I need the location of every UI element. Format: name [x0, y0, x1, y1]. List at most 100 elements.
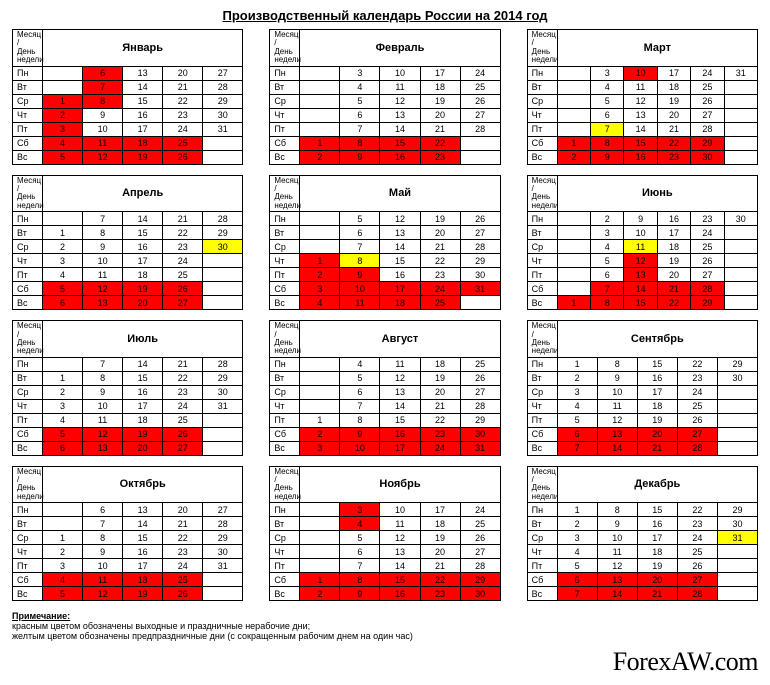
day-cell: 3	[591, 226, 624, 240]
day-cell: 19	[123, 587, 163, 601]
day-cell: 28	[677, 587, 717, 601]
day-cell: 16	[380, 150, 420, 164]
month-Июль: Месяц /ДеньнеделиИюльПн7142128Вт18152229…	[12, 320, 243, 456]
day-cell: 1	[300, 254, 340, 268]
day-cell: 16	[380, 268, 420, 282]
day-cell: 14	[123, 212, 163, 226]
weekday-label: Сб	[13, 427, 43, 441]
weekday-label: Вс	[270, 587, 300, 601]
day-cell: 9	[83, 545, 123, 559]
day-cell: 10	[380, 66, 420, 80]
weekday-label: Чт	[527, 254, 557, 268]
weekday-label: Вс	[527, 441, 557, 455]
day-cell: 22	[677, 357, 717, 371]
day-cell: 17	[380, 441, 420, 455]
day-cell: 30	[460, 587, 500, 601]
weekday-label: Вс	[527, 150, 557, 164]
day-cell: 15	[123, 531, 163, 545]
day-cell: 7	[591, 122, 624, 136]
day-cell: 24	[163, 254, 203, 268]
day-cell	[300, 80, 340, 94]
day-cell: 9	[83, 240, 123, 254]
day-cell: 17	[657, 226, 690, 240]
note-line-1: красным цветом обозначены выходные и пра…	[12, 621, 758, 631]
day-cell: 3	[340, 66, 380, 80]
day-cell: 28	[691, 122, 724, 136]
weekday-label: Пт	[270, 413, 300, 427]
day-cell	[717, 385, 757, 399]
day-cell	[717, 559, 757, 573]
day-cell: 17	[637, 531, 677, 545]
day-cell: 19	[420, 371, 460, 385]
weekday-label: Вт	[527, 80, 557, 94]
day-cell: 31	[717, 531, 757, 545]
weekday-label: Пн	[13, 357, 43, 371]
day-cell: 7	[340, 240, 380, 254]
weekday-label: Вс	[13, 441, 43, 455]
day-cell: 8	[83, 226, 123, 240]
day-cell: 2	[557, 371, 597, 385]
weekday-label: Ср	[13, 94, 43, 108]
day-cell: 2	[300, 268, 340, 282]
day-cell: 7	[83, 80, 123, 94]
day-cell: 11	[624, 240, 657, 254]
day-cell: 27	[691, 108, 724, 122]
day-cell: 12	[597, 559, 637, 573]
page-title: Производственный календарь России на 201…	[12, 8, 758, 23]
weekday-label: Чт	[13, 254, 43, 268]
weekday-label: Пт	[270, 268, 300, 282]
month-Май: Месяц /ДеньнеделиМайПн5121926Вт6132027Ср…	[269, 175, 500, 311]
day-cell: 23	[420, 427, 460, 441]
day-cell: 12	[83, 427, 123, 441]
weekday-label: Сб	[13, 573, 43, 587]
day-cell: 21	[163, 357, 203, 371]
day-cell: 20	[637, 427, 677, 441]
day-cell: 15	[123, 94, 163, 108]
day-cell: 14	[380, 122, 420, 136]
day-cell: 20	[657, 108, 690, 122]
day-cell: 4	[591, 240, 624, 254]
day-cell: 10	[83, 399, 123, 413]
day-cell: 8	[597, 357, 637, 371]
day-cell: 25	[163, 268, 203, 282]
weekday-label: Вт	[270, 80, 300, 94]
day-cell: 25	[460, 517, 500, 531]
day-cell: 17	[123, 122, 163, 136]
month-Ноябрь: Месяц /ДеньнеделиНоябрьПн3101724Вт411182…	[269, 466, 500, 602]
month-header-label: Месяц /Деньнедели	[13, 466, 43, 503]
month-Январь: Месяц /ДеньнеделиЯнварьПн6132027Вт714212…	[12, 29, 243, 165]
day-cell: 30	[724, 212, 757, 226]
weekday-label: Ср	[527, 385, 557, 399]
day-cell: 29	[203, 226, 243, 240]
day-cell: 15	[123, 371, 163, 385]
day-cell: 27	[203, 503, 243, 517]
day-cell	[724, 226, 757, 240]
day-cell	[300, 226, 340, 240]
day-cell: 24	[677, 531, 717, 545]
day-cell: 19	[123, 150, 163, 164]
day-cell: 21	[637, 587, 677, 601]
day-cell: 10	[83, 559, 123, 573]
day-cell: 13	[597, 573, 637, 587]
day-cell: 29	[691, 296, 724, 310]
day-cell	[717, 587, 757, 601]
day-cell: 28	[203, 80, 243, 94]
day-cell: 20	[163, 66, 203, 80]
day-cell: 3	[300, 441, 340, 455]
weekday-label: Сб	[13, 136, 43, 150]
day-cell: 2	[300, 427, 340, 441]
day-cell: 24	[420, 282, 460, 296]
day-cell: 16	[380, 427, 420, 441]
day-cell: 8	[591, 296, 624, 310]
day-cell: 13	[83, 441, 123, 455]
weekday-label: Вт	[13, 371, 43, 385]
day-cell: 12	[624, 94, 657, 108]
day-cell: 24	[163, 122, 203, 136]
weekday-label: Пт	[13, 268, 43, 282]
day-cell: 18	[420, 517, 460, 531]
day-cell	[203, 413, 243, 427]
month-header-label: Месяц /Деньнедели	[270, 175, 300, 212]
month-name: Февраль	[300, 30, 500, 67]
weekday-label: Вс	[270, 441, 300, 455]
day-cell: 22	[420, 573, 460, 587]
